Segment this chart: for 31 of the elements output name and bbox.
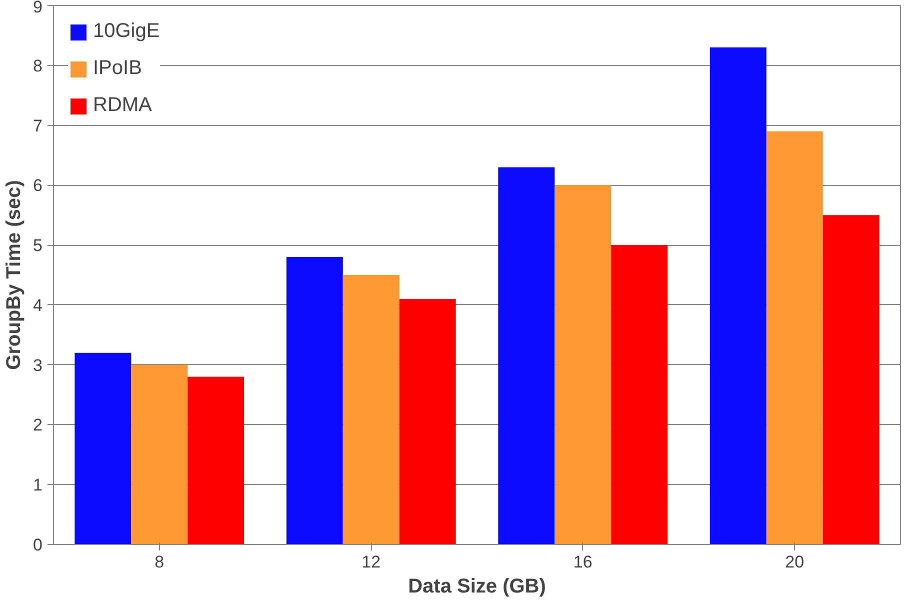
bar bbox=[710, 47, 766, 544]
bar bbox=[342, 275, 400, 544]
bar bbox=[822, 215, 880, 544]
bar bbox=[554, 185, 612, 544]
bar bbox=[766, 131, 823, 544]
bar bbox=[131, 364, 188, 544]
y-tick-label: 1 bbox=[33, 476, 43, 495]
y-tick-label: 3 bbox=[33, 356, 43, 375]
y-axis-title: GroupBy Time (sec) bbox=[3, 180, 26, 370]
y-tick-label: 6 bbox=[33, 176, 43, 196]
bar bbox=[399, 298, 456, 544]
x-tick-label: 20 bbox=[785, 552, 804, 572]
legend-label: 10GigE bbox=[93, 20, 160, 43]
y-tick-label: 2 bbox=[33, 416, 43, 435]
legend-label: RDMA bbox=[93, 94, 152, 117]
bar bbox=[611, 245, 668, 544]
bar bbox=[286, 257, 343, 544]
x-axis-title: Data Size (GB) bbox=[408, 576, 546, 598]
bar bbox=[74, 352, 132, 544]
x-tick-label: 8 bbox=[154, 552, 164, 572]
y-tick-label: 9 bbox=[33, 0, 43, 16]
legend-label: IPoIB bbox=[93, 57, 142, 80]
y-tick-label: 0 bbox=[33, 536, 43, 554]
x-tick-label: 12 bbox=[362, 552, 381, 572]
y-tick-label: 4 bbox=[33, 296, 43, 315]
y-tick-label: 5 bbox=[33, 236, 43, 256]
y-tick-label: 7 bbox=[33, 116, 43, 136]
y-tick-label: 8 bbox=[33, 56, 43, 76]
bar bbox=[188, 376, 244, 544]
bar bbox=[498, 167, 555, 544]
x-tick-label: 16 bbox=[573, 552, 592, 572]
